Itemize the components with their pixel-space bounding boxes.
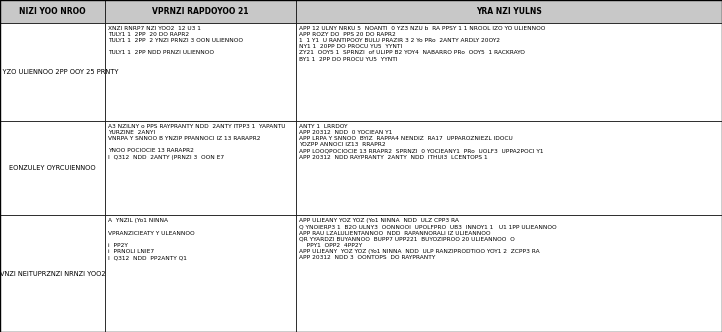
Bar [296, 0, 722, 23]
Bar [0, 121, 105, 215]
Text: YRA NZI YULNS: YRA NZI YULNS [476, 7, 542, 16]
Text: VPRNZI RAPDOYOO 21: VPRNZI RAPDOYOO 21 [152, 7, 248, 16]
Text: APP 12 ULNY NRKU 5  NOANTI  0 YZ3 NZU b  RA PPSY 1 1 NROOL IZO YO ULIENNOO
APP R: APP 12 ULNY NRKU 5 NOANTI 0 YZ3 NZU b RA… [299, 26, 545, 61]
Bar [105, 0, 296, 23]
Bar [105, 23, 296, 121]
Text: APP ULIEANY YOZ YOZ (Yo1 NINNA  NDD  ULZ CPP3 RA
Q YNOIERP3 1  B2O ULNY3  OONNOO: APP ULIEANY YOZ YOZ (Yo1 NINNA NDD ULZ C… [299, 218, 557, 260]
Text: ARO YZO ULIENNOO 2PP OOY 25 PRNTY: ARO YZO ULIENNOO 2PP OOY 25 PRNTY [0, 68, 118, 75]
Bar [105, 215, 296, 332]
Bar [0, 23, 105, 121]
Bar [0, 215, 105, 332]
Bar [296, 23, 722, 121]
Text: VNZI NEITUPRZNZI NRNZI YOO2: VNZI NEITUPRZNZI NRNZI YOO2 [0, 271, 105, 277]
Bar [105, 121, 296, 215]
Text: XNZI RNRP7 NZI YOO2  12 U3 1
TULY1 1  2PP  20 DO RAPR2
TULY1 1  2PP  2 YNZI PRNZ: XNZI RNRP7 NZI YOO2 12 U3 1 TULY1 1 2PP … [108, 26, 243, 55]
Bar [296, 121, 722, 215]
Text: A  YNZIL (Yo1 NINNA

VPRANZICIEATY Y ULEANNOO

i  PP2Y
i  PRNOLI LNIE7
I  Q312  : A YNZIL (Yo1 NINNA VPRANZICIEATY Y ULEAN… [108, 218, 194, 260]
Text: EONZULEY OYRCUIENNOO: EONZULEY OYRCUIENNOO [9, 165, 95, 171]
Text: A3 NZILNY o PPS RAYPRANTY NDD  2ANTY ITPP3 1  YAPANTU
YURZINE  2ANYI
VNRPA Y SNN: A3 NZILNY o PPS RAYPRANTY NDD 2ANTY ITPP… [108, 124, 285, 159]
Text: NIZI YOO NROO: NIZI YOO NROO [19, 7, 86, 16]
Bar [296, 215, 722, 332]
Text: ANTY 1  LRRDOY
APP 20312  NDD  0 YOCIEAN Y1
APP LRPA Y SNNOO  BYIZ  RAPPA4 NENDI: ANTY 1 LRRDOY APP 20312 NDD 0 YOCIEAN Y1… [299, 124, 544, 159]
Bar [0, 0, 105, 23]
